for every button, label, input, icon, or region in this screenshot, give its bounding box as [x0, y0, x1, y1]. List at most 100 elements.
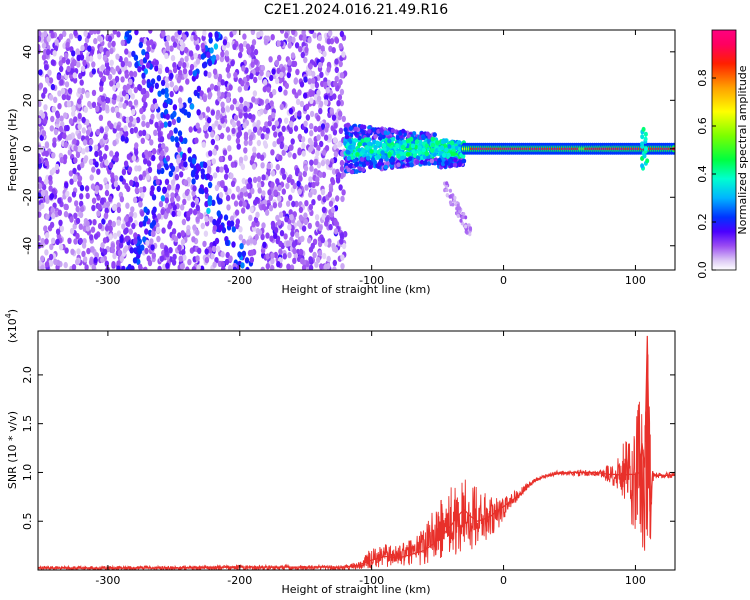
- heatmap-cell-1155: [79, 79, 84, 86]
- heatmap-cell-2442: [160, 150, 165, 157]
- heatmap-cell-3334: [347, 138, 352, 143]
- heatmap-cell-3333: [447, 144, 452, 149]
- heatmap-cell-1661: [123, 125, 128, 132]
- heatmap-cell-1484: [323, 263, 328, 270]
- heatmap-cell-3403: [408, 156, 413, 162]
- heatmap-cell-3479: [348, 144, 353, 150]
- heatmap-cell-563: [118, 242, 124, 249]
- heatmap-cell-2392: [182, 152, 187, 160]
- heatmap-cell-1590: [239, 103, 244, 110]
- heatmap-cell-2472: [187, 147, 192, 154]
- heatmap-cell-918: [134, 181, 140, 188]
- heatmap-cell-1613: [125, 116, 130, 124]
- heatmap-cell-2150: [187, 97, 192, 104]
- heatmap-cell-677: [242, 33, 247, 40]
- colorbar-tick-label: 0.6: [696, 117, 709, 135]
- heatmap-cell-2195: [117, 249, 123, 256]
- heatmap-cell-2424: [77, 98, 82, 105]
- heatmap-cell-866: [284, 117, 289, 124]
- heatmap-cell-1640: [322, 50, 327, 58]
- heatmap-cell-387: [341, 115, 346, 123]
- heatmap-cell-2193: [41, 54, 47, 61]
- heatmap-cell-1734: [168, 247, 173, 254]
- heatmap-cell-1800: [196, 165, 202, 172]
- heatmap-cell-2189: [290, 52, 296, 59]
- heatmap-cell-2554: [192, 70, 197, 77]
- heatmap-cell-2359: [281, 66, 286, 73]
- heatmap-cell-2262: [79, 205, 85, 213]
- heatmap-cell-1023: [89, 234, 94, 241]
- heatmap-cell-615: [227, 145, 232, 152]
- heatmap-cell-1360: [277, 184, 282, 192]
- heatmap-cell-1594: [132, 196, 138, 204]
- heatmap-cell-1392: [317, 250, 323, 257]
- heatmap-cell-2256: [42, 48, 48, 56]
- heatmap-y-axis-label: Frequency (Hz): [6, 109, 19, 192]
- heatmap-cell-2046: [102, 248, 108, 255]
- heatmap-cell-3364: [425, 131, 430, 137]
- heatmap-cell-3895: [643, 131, 648, 137]
- heatmap-cell-1875: [55, 118, 60, 125]
- heatmap-cell-3554: [448, 194, 452, 199]
- heatmap-cell-1599: [64, 182, 69, 189]
- heatmap-cell-2075: [42, 87, 48, 95]
- heatmap-cell-2513: [159, 136, 165, 143]
- heatmap-cell-2449: [293, 125, 299, 132]
- heatmap-cell-2505: [183, 179, 188, 186]
- heatmap-cell-3461: [452, 162, 458, 168]
- heatmap-cell-2292: [65, 58, 71, 65]
- heatmap-cell-2127: [220, 79, 225, 86]
- heatmap-cell-1092: [170, 135, 175, 142]
- heatmap-cell-507: [245, 266, 250, 270]
- heatmap-cell-3448: [444, 147, 449, 153]
- heatmap-cell-2556: [214, 32, 219, 39]
- heatmap-cell-3274: [375, 154, 381, 160]
- heatmap-cell-1795: [156, 75, 162, 82]
- heatmap-cell-2333: [81, 116, 86, 124]
- heatmap-cell-2296: [318, 224, 323, 232]
- heatmap-cell-1898: [336, 100, 341, 107]
- heatmap-cell-2305: [108, 233, 113, 241]
- heatmap-cell-3446: [344, 134, 350, 140]
- heatmap-cell-666: [206, 51, 211, 59]
- heatmap-cell-1959: [192, 224, 197, 231]
- heatmap-cell-1104: [295, 68, 300, 76]
- heatmap-cell-2089: [304, 46, 309, 53]
- heatmap-cell-3515: [448, 188, 452, 193]
- heatmap-cell-1667: [139, 59, 144, 66]
- heatmap-cell-2439: [145, 53, 150, 60]
- heatmap-cell-3435: [437, 157, 442, 163]
- heatmap-cell-2586: [320, 236, 325, 244]
- heatmap-cell-1885: [205, 173, 211, 180]
- heatmap-y-tick-label: 20: [21, 93, 34, 107]
- heatmap-cell-384: [339, 165, 345, 172]
- heatmap-cell-471: [64, 247, 69, 254]
- heatmap-cell-2126: [182, 198, 187, 206]
- heatmap-cell-1807: [109, 80, 114, 87]
- heatmap-cell-1482: [113, 181, 119, 188]
- heatmap-cell-3490: [440, 139, 446, 145]
- heatmap-cell-2546: [149, 86, 154, 93]
- heatmap-cell-3489: [365, 145, 370, 151]
- heatmap-cell-2214: [252, 126, 258, 133]
- heatmap-cell-1526: [78, 223, 84, 230]
- heatmap-cell-1729: [115, 132, 121, 139]
- heatmap-cell-1826: [48, 259, 53, 266]
- heatmap-cell-200: [208, 32, 213, 39]
- heatmap-cell-1876: [124, 93, 129, 101]
- heatmap-cell-1376: [303, 56, 308, 64]
- heatmap-cell-1275: [107, 41, 112, 48]
- heatmap-cell-1505: [53, 128, 59, 136]
- heatmap-cell-1798: [210, 109, 215, 116]
- heatmap-cell-315: [61, 30, 67, 37]
- heatmap-cell-2105: [62, 154, 68, 161]
- heatmap-cell-2387: [179, 45, 185, 52]
- heatmap-cell-3893: [643, 136, 648, 142]
- heatmap-cell-1946: [247, 112, 253, 120]
- heatmap-cell-2465: [79, 184, 85, 192]
- heatmap-cell-1558: [208, 91, 213, 98]
- heatmap-cell-2248: [38, 131, 41, 138]
- heatmap-cell-1199: [158, 200, 164, 208]
- heatmap-cell-1447: [184, 55, 189, 62]
- heatmap-cell-1891: [103, 212, 109, 219]
